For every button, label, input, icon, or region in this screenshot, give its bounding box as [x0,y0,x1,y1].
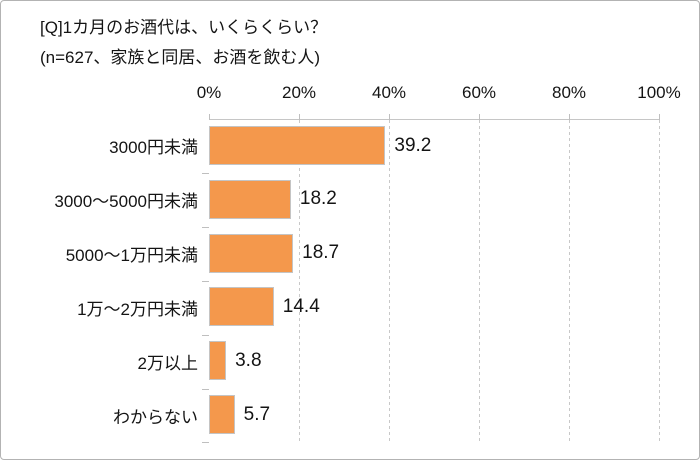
gridline [658,120,660,443]
bar-row: 5.7 [202,389,659,444]
x-axis-labels: 0% 20% 40% 60% 80% 100% [197,83,681,103]
x-axis-tick-label: 80% [551,83,587,102]
axis-tick [298,114,300,120]
category-axis-tick [202,388,209,390]
category-label: 3000〜5000円未満 [54,192,198,212]
bar-row: 14.4 [202,281,659,336]
bar [209,341,227,381]
value-label: 14.4 [282,295,320,317]
chart-title: [Q]1カ月のお酒代は、いくらくらい？ [40,18,328,37]
x-axis-tick-label: 20% [281,83,317,102]
category-label: 1万〜2万円未満 [77,299,198,319]
bar-row: 18.7 [202,228,659,282]
gridline [388,120,390,443]
x-axis-tick-label: 100% [637,83,681,102]
value-label: 3.8 [235,349,262,371]
bar [209,233,294,273]
axis-tick [478,114,480,120]
axis-tick [658,114,660,120]
category-axis-tick [202,334,209,336]
x-axis-tick-label: 0% [196,83,222,102]
category-label: 2万以上 [137,353,198,373]
value-label: 39.2 [394,134,432,156]
axis-tick [208,114,210,120]
gridline [478,120,480,443]
value-label: 18.2 [299,188,337,210]
bar-row: 39.2 [202,120,659,175]
bar [209,126,386,165]
category-axis-tick [202,280,209,282]
category-axis-tick [202,227,209,229]
bar-row: 3.8 [202,335,659,390]
x-axis-tick-label: 60% [461,83,497,102]
gridline [298,120,300,443]
category-axis-tick [202,442,209,444]
category-axis-tick [202,173,209,175]
axis-tick [568,114,570,120]
gridline [568,120,570,443]
value-label: 18.7 [302,242,340,264]
plot-area: 39.2 18.2 18.7 14.4 3.8 5.7 [202,114,660,444]
category-label: わからない [113,407,198,427]
axis-tick [388,114,390,120]
x-axis-tick-label: 40% [371,83,407,102]
bar [209,179,291,219]
bar [209,395,235,435]
bar [209,287,274,327]
category-labels: 3000円未満 3000〜5000円未満 5000〜1万円未満 1万〜2万円未満 2万以… [1,119,198,442]
value-label: 5.7 [243,403,271,425]
category-label: 3000円未満 [109,138,198,158]
bar-row: 18.2 [202,174,659,229]
bar-rows: 39.2 18.2 18.7 14.4 3.8 5.7 [202,120,659,444]
chart-subtitle: (n=627、家族と同居、お酒を飲む人) [40,48,321,67]
category-label: 5000〜1万円未満 [65,246,198,266]
